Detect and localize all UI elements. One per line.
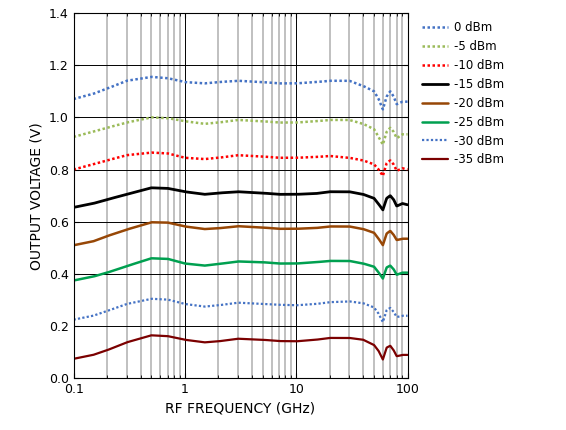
Line: -30 dBm: -30 dBm <box>74 299 408 322</box>
-10 dBm <box>91 162 97 167</box>
X-axis label: RF FREQUENCY (GHz): RF FREQUENCY (GHz) <box>165 402 316 416</box>
-35 dBm <box>264 338 271 343</box>
-25 dBm <box>148 256 155 261</box>
-15 dBm <box>148 185 155 190</box>
-20 dBm <box>324 224 331 229</box>
-5 dBm <box>358 121 365 126</box>
-10 dBm <box>148 150 155 155</box>
-25 dBm <box>284 261 290 266</box>
-30 dBm <box>264 302 271 307</box>
-10 dBm <box>404 167 411 172</box>
-35 dBm <box>70 356 77 361</box>
Legend: 0 dBm, -5 dBm, -10 dBm, -15 dBm, -20 dBm, -25 dBm, -30 dBm, -35 dBm: 0 dBm, -5 dBm, -10 dBm, -15 dBm, -20 dBm… <box>420 19 507 169</box>
0 dBm <box>273 81 280 86</box>
-35 dBm <box>273 338 280 344</box>
0 dBm <box>148 74 155 80</box>
0 dBm <box>70 96 77 101</box>
-25 dBm <box>91 274 97 279</box>
-30 dBm <box>324 300 331 305</box>
Line: 0 dBm: 0 dBm <box>74 77 408 109</box>
-10 dBm <box>284 155 290 160</box>
-5 dBm <box>404 132 411 137</box>
-20 dBm <box>404 236 411 241</box>
-20 dBm <box>70 243 77 248</box>
-5 dBm <box>324 117 331 123</box>
-15 dBm <box>324 190 331 195</box>
-20 dBm <box>91 238 97 243</box>
-5 dBm <box>284 120 290 125</box>
Y-axis label: OUTPUT VOLTAGE (V): OUTPUT VOLTAGE (V) <box>29 122 43 270</box>
-35 dBm <box>379 357 386 362</box>
-5 dBm <box>264 119 271 124</box>
-30 dBm <box>379 319 386 325</box>
-25 dBm <box>358 261 365 266</box>
-15 dBm <box>358 191 365 197</box>
-15 dBm <box>273 192 280 197</box>
-35 dBm <box>324 336 331 341</box>
0 dBm <box>91 91 97 96</box>
-30 dBm <box>91 313 97 318</box>
-35 dBm <box>358 337 365 342</box>
-20 dBm <box>264 225 271 230</box>
Line: -25 dBm: -25 dBm <box>74 258 408 280</box>
-30 dBm <box>358 301 365 306</box>
-35 dBm <box>91 352 97 357</box>
-10 dBm <box>264 154 271 160</box>
Line: -35 dBm: -35 dBm <box>74 335 408 359</box>
-15 dBm <box>404 202 411 207</box>
-15 dBm <box>379 207 386 212</box>
-25 dBm <box>273 261 280 266</box>
Line: -15 dBm: -15 dBm <box>74 188 408 210</box>
-5 dBm <box>148 115 155 120</box>
-30 dBm <box>404 313 411 318</box>
Line: -20 dBm: -20 dBm <box>74 222 408 245</box>
-15 dBm <box>91 201 97 206</box>
-5 dBm <box>379 142 386 147</box>
-25 dBm <box>264 260 271 265</box>
-30 dBm <box>284 302 290 307</box>
-5 dBm <box>91 129 97 134</box>
0 dBm <box>324 78 331 83</box>
Line: -5 dBm: -5 dBm <box>74 117 408 144</box>
-5 dBm <box>70 134 77 139</box>
-15 dBm <box>70 205 77 210</box>
0 dBm <box>358 83 365 88</box>
-20 dBm <box>148 220 155 225</box>
-20 dBm <box>284 226 290 231</box>
0 dBm <box>404 99 411 104</box>
-15 dBm <box>284 192 290 197</box>
-35 dBm <box>148 333 155 338</box>
-10 dBm <box>324 154 331 159</box>
-5 dBm <box>273 120 280 125</box>
-15 dBm <box>264 191 271 196</box>
-10 dBm <box>70 167 77 172</box>
-10 dBm <box>273 155 280 160</box>
-20 dBm <box>358 226 365 231</box>
-30 dBm <box>148 296 155 301</box>
-10 dBm <box>379 173 386 178</box>
-20 dBm <box>273 226 280 231</box>
-25 dBm <box>324 258 331 264</box>
0 dBm <box>379 107 386 112</box>
-25 dBm <box>70 278 77 283</box>
0 dBm <box>264 80 271 85</box>
-30 dBm <box>273 302 280 307</box>
-10 dBm <box>358 157 365 163</box>
Line: -10 dBm: -10 dBm <box>74 153 408 176</box>
-25 dBm <box>404 270 411 275</box>
-35 dBm <box>404 352 411 357</box>
0 dBm <box>284 81 290 86</box>
-30 dBm <box>70 317 77 322</box>
-35 dBm <box>284 338 290 344</box>
